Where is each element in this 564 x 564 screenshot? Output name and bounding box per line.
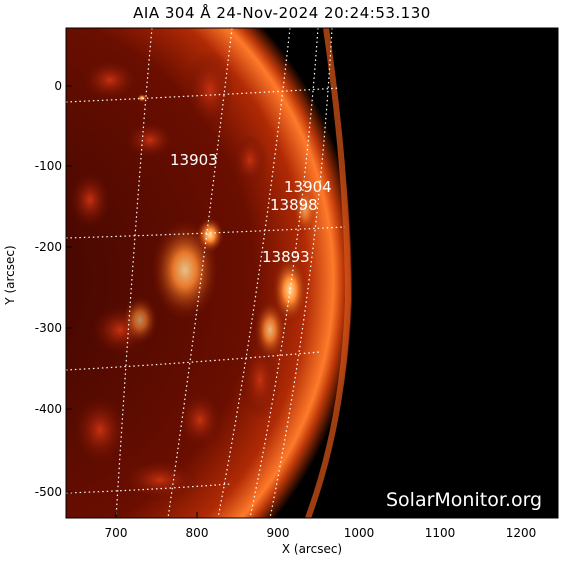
solar-limb xyxy=(305,28,352,518)
region-label-13898: 13898 xyxy=(270,196,318,214)
plot-frame xyxy=(65,27,559,519)
y-tick-label: 0 xyxy=(54,79,62,93)
y-tick-label: -500 xyxy=(35,485,62,499)
y-axis xyxy=(66,85,72,493)
x-tick-label: 900 xyxy=(267,526,290,540)
y-tick-label: -400 xyxy=(35,402,62,416)
x-axis-label: X (arcsec) xyxy=(282,542,342,556)
heliographic-grid xyxy=(66,28,346,518)
solar-image: 13903 13904 13898 13893 SolarMonitor.org xyxy=(66,28,558,518)
x-tick-label: 700 xyxy=(105,526,128,540)
region-label-13893: 13893 xyxy=(262,248,310,266)
active-region-brightenings xyxy=(122,94,317,360)
y-tick-label: -300 xyxy=(35,321,62,335)
y-tick-label: -100 xyxy=(35,159,62,173)
y-tick-label: -200 xyxy=(35,240,62,254)
x-axis xyxy=(115,512,522,518)
x-tick-label: 1000 xyxy=(344,526,375,540)
image-title: AIA 304 Å 24-Nov-2024 20:24:53.130 xyxy=(133,4,431,22)
watermark: SolarMonitor.org xyxy=(386,489,542,511)
x-tick-label: 800 xyxy=(186,526,209,540)
y-axis-label: Y (arcsec) xyxy=(3,245,17,305)
chromosphere-texture xyxy=(68,50,280,502)
x-tick-label: 1200 xyxy=(506,526,537,540)
x-tick-label: 1100 xyxy=(425,526,456,540)
region-label-13903: 13903 xyxy=(170,151,218,169)
region-label-13904: 13904 xyxy=(284,178,332,196)
